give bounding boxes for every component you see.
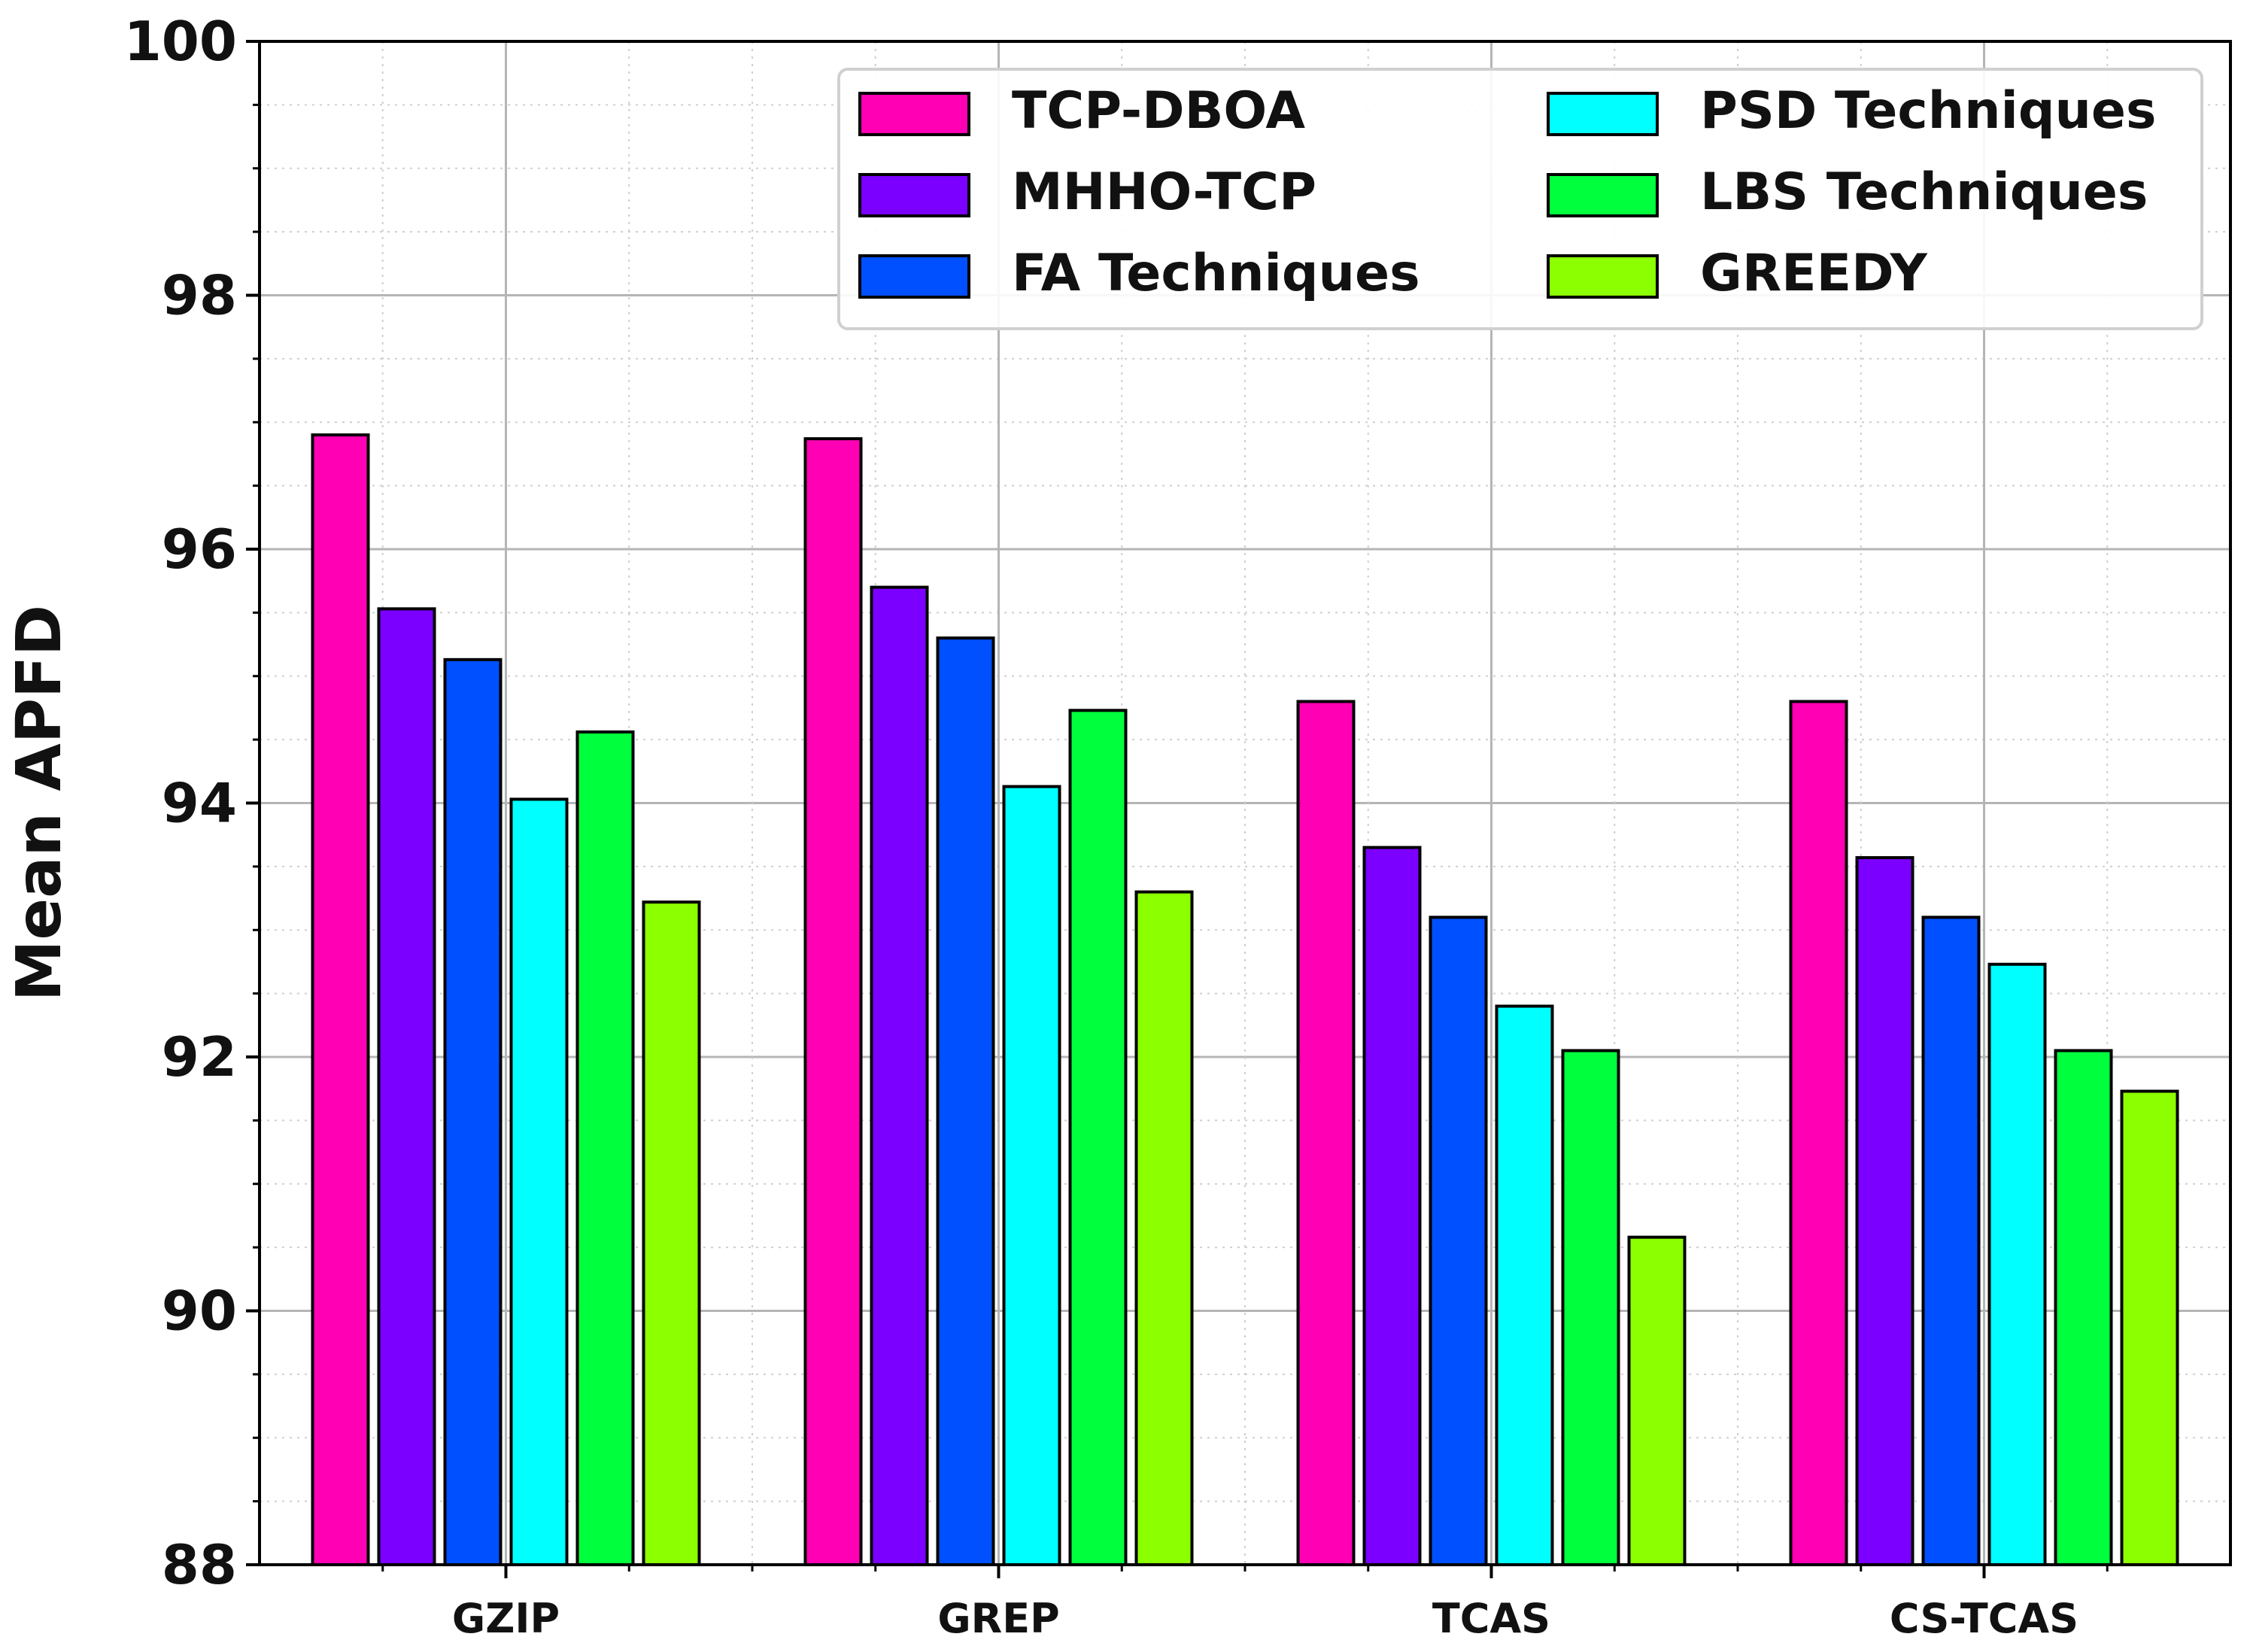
y-tick-label: 90 <box>162 1280 237 1343</box>
bar-tcas-lbs-techniques <box>1561 1049 1620 1566</box>
legend-label-mhho-tcp: MHHO-TCP <box>1012 162 1316 222</box>
bar-gzip-greedy <box>642 900 701 1566</box>
legend-label-psd-techniques: PSD Techniques <box>1700 81 2157 141</box>
y-tick-label: 98 <box>162 264 237 327</box>
x-tick-label: GREP <box>937 1595 1059 1642</box>
bar-tcas-mhho-tcp <box>1362 846 1422 1566</box>
legend-label-lbs-techniques: LBS Techniques <box>1700 162 2148 222</box>
legend-label-tcp-dboa: TCP-DBOA <box>1012 81 1305 141</box>
bar-grep-psd-techniques <box>1002 785 1061 1566</box>
bar-grep-greedy <box>1134 890 1194 1566</box>
bar-tcas-tcp-dboa <box>1296 700 1356 1566</box>
bar-cs-tcas-tcp-dboa <box>1789 700 1848 1566</box>
bar-cs-tcas-mhho-tcp <box>1855 856 1915 1566</box>
bar-gzip-fa-techniques <box>443 657 503 1566</box>
x-tick-label: TCAS <box>1432 1595 1550 1642</box>
y-axis-label: Mean APFD <box>4 605 75 1001</box>
bar-gzip-mhho-tcp <box>377 607 436 1566</box>
bar-tcas-psd-techniques <box>1495 1004 1554 1566</box>
legend-swatch-greedy <box>1547 254 1659 299</box>
bar-cs-tcas-fa-techniques <box>1921 916 1981 1566</box>
bar-grep-mhho-tcp <box>870 585 929 1566</box>
y-tick-label: 96 <box>162 518 237 581</box>
legend-box <box>837 68 2203 330</box>
legend-swatch-fa-techniques <box>858 254 970 299</box>
axes: 88 90 92 94 96 98 100 GZIP GREP TCAS CS-TCAS <box>124 10 2109 1642</box>
bar-grep-tcp-dboa <box>803 437 863 1566</box>
x-tick-label: GZIP <box>452 1595 560 1642</box>
bar-cs-tcas-greedy <box>2120 1089 2179 1566</box>
legend-label-fa-techniques: FA Techniques <box>1012 244 1420 303</box>
bar-gzip-lbs-techniques <box>575 730 635 1566</box>
bar-gzip-psd-techniques <box>509 797 569 1566</box>
y-tick-label: 100 <box>124 10 237 73</box>
bar-cs-tcas-lbs-techniques <box>2054 1049 2113 1566</box>
bar-gzip-tcp-dboa <box>311 433 370 1566</box>
legend-swatch-mhho-tcp <box>858 173 970 217</box>
legend-swatch-lbs-techniques <box>1547 173 1659 217</box>
y-tick-label: 94 <box>162 772 237 835</box>
bar-tcas-fa-techniques <box>1429 916 1488 1566</box>
y-tick-label: 88 <box>162 1533 237 1596</box>
x-tick-label: CS-TCAS <box>1890 1595 2078 1642</box>
bar-cs-tcas-psd-techniques <box>1987 962 2047 1566</box>
legend-label-greedy: GREEDY <box>1700 244 1928 303</box>
legend: TCP-DBOA MHHO-TCP FA Techniques PSD Techniq… <box>837 68 2203 330</box>
bar-grep-lbs-techniques <box>1068 709 1128 1566</box>
bar-grep-fa-techniques <box>936 636 995 1566</box>
bar-tcas-greedy <box>1627 1235 1687 1566</box>
legend-swatch-tcp-dboa <box>858 92 970 136</box>
bars <box>311 433 2179 1566</box>
y-tick-label: 92 <box>162 1025 237 1089</box>
legend-swatch-psd-techniques <box>1547 92 1659 136</box>
